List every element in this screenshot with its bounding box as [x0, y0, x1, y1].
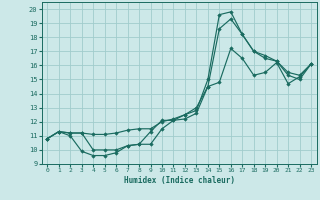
X-axis label: Humidex (Indice chaleur): Humidex (Indice chaleur) — [124, 176, 235, 185]
